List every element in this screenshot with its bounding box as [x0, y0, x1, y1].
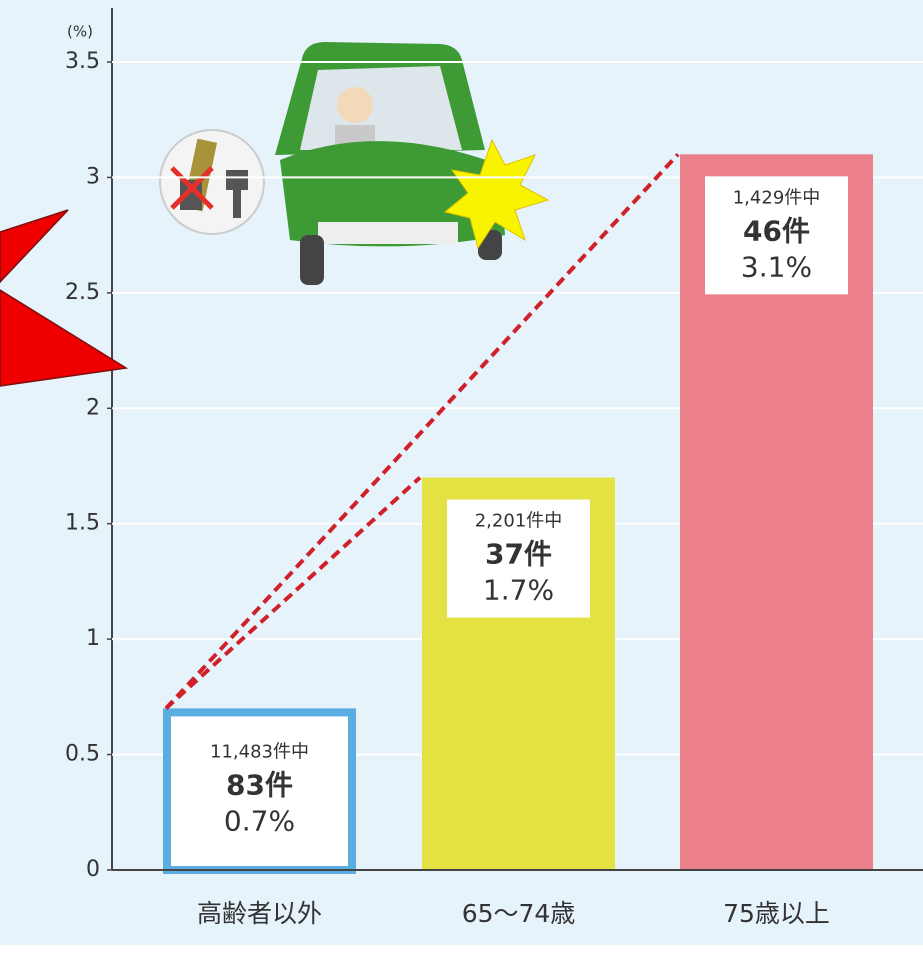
- y-tick-label: 3.5: [65, 49, 100, 74]
- page: {"chart_data": {"type": "bar", "y_unit":…: [0, 0, 923, 973]
- y-unit: (%): [67, 23, 93, 41]
- y-tick-label: 0.5: [65, 742, 100, 767]
- x-tick-label: 高齢者以外: [197, 899, 322, 928]
- y-tick-label: 1: [86, 626, 100, 651]
- bar-note-count: 83件: [226, 768, 293, 801]
- chart: (%) 0 0.5 1 1.5 2 2.5 3 3.5 11,483件中 83件0.7% 高齢者以外…: [0, 0, 923, 973]
- value-label: 3.1%: [741, 250, 812, 283]
- x-tick-label: 75歳以上: [723, 899, 830, 928]
- bar-note-total: 1,429件中: [733, 187, 821, 208]
- y-tick-label: 2.5: [65, 280, 100, 305]
- bar-note-count: 46件: [743, 214, 810, 247]
- y-tick-label: 3: [86, 164, 100, 189]
- y-tick-label: 2: [86, 395, 100, 420]
- y-tick-label: 1.5: [65, 511, 100, 536]
- value-label: 0.7%: [224, 804, 295, 837]
- bar-note-total: 2,201件中: [475, 511, 563, 532]
- bar-note-total: 11,483件中: [210, 741, 309, 762]
- x-tick-label: 65〜74歳: [462, 899, 576, 928]
- value-label: 1.7%: [483, 574, 554, 607]
- bar-note-count: 37件: [485, 538, 552, 571]
- y-tick-label: 0: [86, 857, 100, 882]
